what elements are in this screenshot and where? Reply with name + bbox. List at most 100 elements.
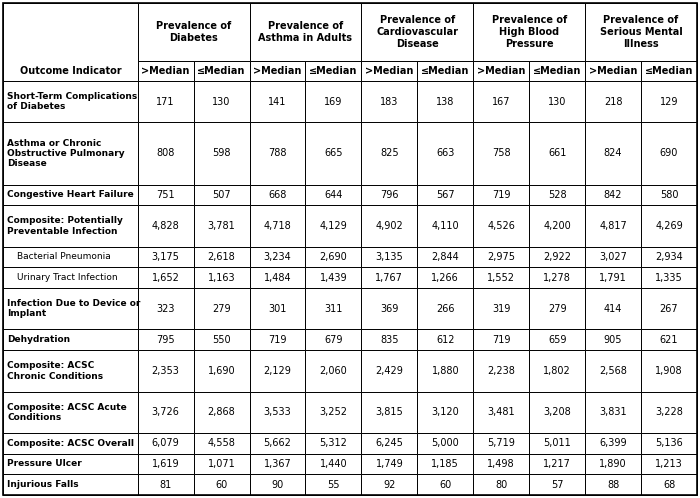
Text: 2,129: 2,129: [263, 366, 291, 376]
Bar: [529, 184, 585, 205]
Bar: [194, 61, 249, 81]
Text: 5,000: 5,000: [431, 438, 459, 448]
Bar: [305, 474, 361, 495]
Bar: [529, 61, 585, 81]
Text: 528: 528: [548, 190, 566, 200]
Text: 1,791: 1,791: [599, 272, 627, 283]
Bar: [305, 205, 361, 247]
Bar: [585, 3, 697, 61]
Text: 80: 80: [495, 480, 508, 490]
Text: 3,208: 3,208: [543, 407, 571, 417]
Bar: [3, 288, 138, 329]
Text: 311: 311: [324, 304, 342, 314]
Bar: [417, 184, 473, 205]
Text: 2,934: 2,934: [655, 252, 683, 262]
Bar: [194, 267, 249, 288]
Text: >Median: >Median: [589, 66, 637, 76]
Bar: [361, 3, 473, 61]
Text: 3,781: 3,781: [208, 221, 235, 231]
Bar: [361, 61, 417, 81]
Text: 167: 167: [492, 97, 510, 107]
Text: 6,079: 6,079: [152, 438, 179, 448]
Bar: [641, 123, 697, 184]
Bar: [641, 350, 697, 391]
Bar: [585, 474, 641, 495]
Bar: [305, 433, 361, 454]
Text: 507: 507: [212, 190, 231, 200]
Bar: [529, 205, 585, 247]
Bar: [585, 288, 641, 329]
Bar: [305, 350, 361, 391]
Text: 824: 824: [604, 148, 622, 158]
Bar: [641, 329, 697, 350]
Bar: [585, 81, 641, 123]
Text: 1,484: 1,484: [264, 272, 291, 283]
Text: 4,129: 4,129: [319, 221, 347, 231]
Text: Prevalence of
High Blood
Pressure: Prevalence of High Blood Pressure: [491, 15, 567, 49]
Bar: [585, 61, 641, 81]
Bar: [641, 433, 697, 454]
Text: 644: 644: [324, 190, 342, 200]
Text: 580: 580: [660, 190, 678, 200]
Bar: [417, 288, 473, 329]
Text: 825: 825: [380, 148, 399, 158]
Text: 1,690: 1,690: [208, 366, 235, 376]
Text: 1,217: 1,217: [543, 459, 571, 469]
Bar: [3, 205, 138, 247]
Text: 55: 55: [327, 480, 340, 490]
Text: Composite: ACSC Acute
Conditions: Composite: ACSC Acute Conditions: [7, 402, 127, 422]
Bar: [417, 61, 473, 81]
Text: 4,526: 4,526: [487, 221, 515, 231]
Text: 60: 60: [439, 480, 452, 490]
Text: 659: 659: [548, 335, 566, 345]
Bar: [3, 81, 138, 123]
Text: 3,228: 3,228: [655, 407, 683, 417]
Bar: [305, 247, 361, 267]
Bar: [305, 454, 361, 474]
Text: Short-Term Complications
of Diabetes: Short-Term Complications of Diabetes: [7, 92, 137, 112]
Bar: [249, 205, 305, 247]
Text: 5,662: 5,662: [263, 438, 291, 448]
Text: 665: 665: [324, 148, 343, 158]
Text: 2,844: 2,844: [431, 252, 459, 262]
Bar: [529, 288, 585, 329]
Text: 719: 719: [492, 335, 510, 345]
Text: 1,908: 1,908: [655, 366, 682, 376]
Text: 60: 60: [216, 480, 228, 490]
Bar: [361, 247, 417, 267]
Text: 663: 663: [436, 148, 454, 158]
Bar: [361, 205, 417, 247]
Text: 266: 266: [436, 304, 454, 314]
Text: 4,718: 4,718: [264, 221, 291, 231]
Text: >Median: >Median: [477, 66, 526, 76]
Bar: [138, 205, 194, 247]
Bar: [641, 454, 697, 474]
Bar: [585, 454, 641, 474]
Bar: [194, 81, 249, 123]
Text: 2,060: 2,060: [319, 366, 347, 376]
Bar: [529, 247, 585, 267]
Text: 2,975: 2,975: [487, 252, 515, 262]
Bar: [194, 123, 249, 184]
Text: 3,120: 3,120: [431, 407, 459, 417]
Text: 1,439: 1,439: [320, 272, 347, 283]
Bar: [361, 267, 417, 288]
Text: 5,719: 5,719: [487, 438, 515, 448]
Bar: [249, 61, 305, 81]
Text: 1,498: 1,498: [487, 459, 515, 469]
Bar: [305, 184, 361, 205]
Bar: [641, 267, 697, 288]
Text: 3,726: 3,726: [152, 407, 179, 417]
Text: 2,238: 2,238: [487, 366, 515, 376]
Text: 2,690: 2,690: [319, 252, 347, 262]
Bar: [529, 474, 585, 495]
Text: 130: 130: [212, 97, 231, 107]
Bar: [641, 81, 697, 123]
Bar: [585, 433, 641, 454]
Text: 1,266: 1,266: [431, 272, 459, 283]
Bar: [3, 433, 138, 454]
Bar: [641, 288, 697, 329]
Bar: [305, 61, 361, 81]
Bar: [361, 433, 417, 454]
Bar: [473, 474, 529, 495]
